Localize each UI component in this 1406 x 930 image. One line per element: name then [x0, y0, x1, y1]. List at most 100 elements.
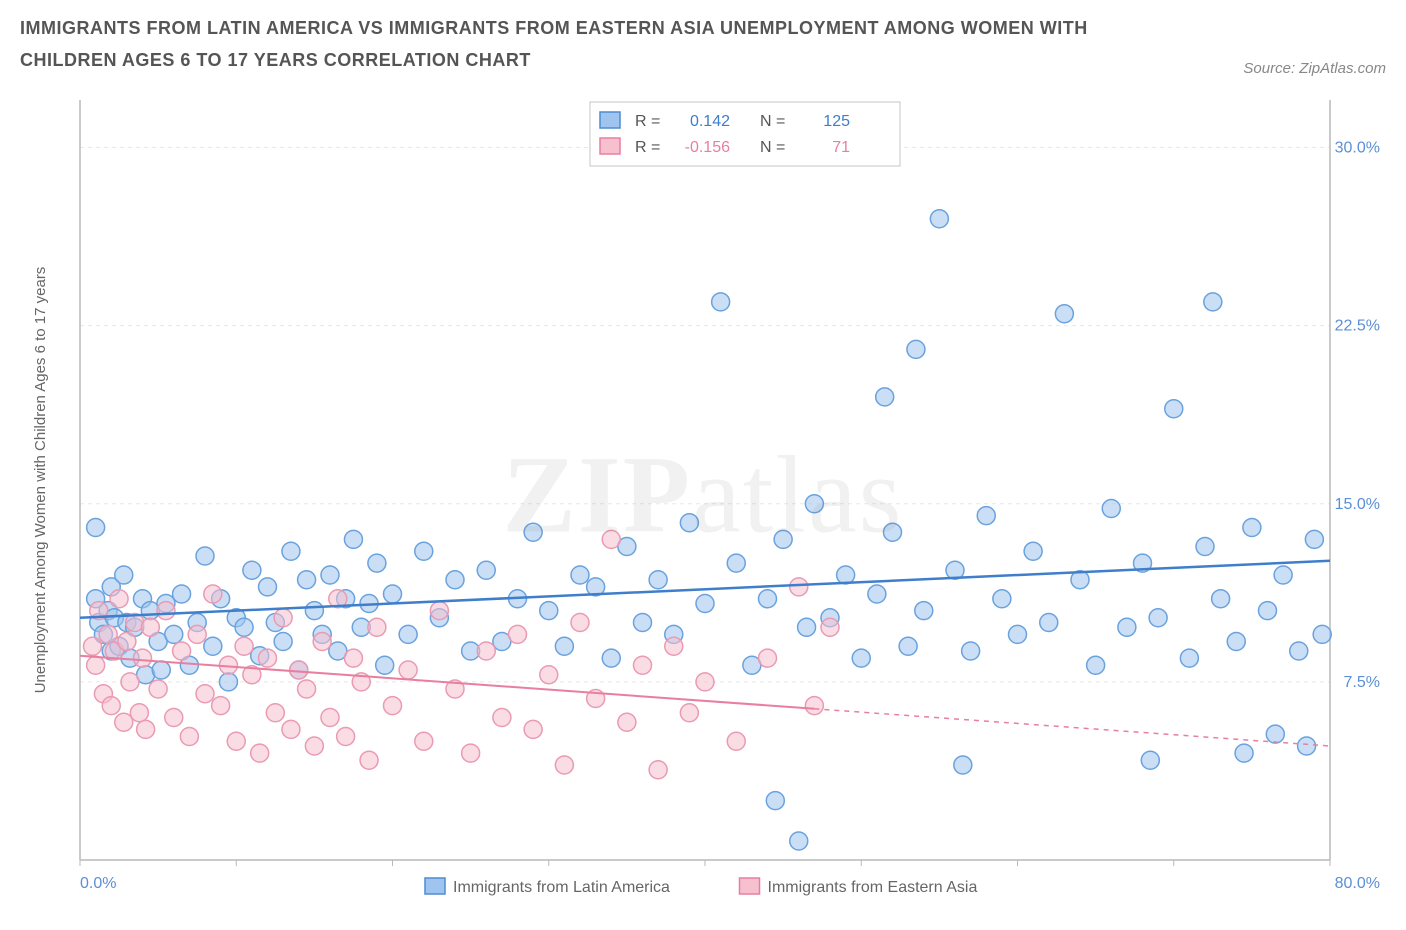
chart-title: IMMIGRANTS FROM LATIN AMERICA VS IMMIGRA… — [20, 12, 1120, 77]
data-point — [1305, 530, 1323, 548]
data-point — [446, 571, 464, 589]
legend-stat: N = — [760, 113, 785, 130]
data-point — [1180, 649, 1198, 667]
legend-stat: 125 — [823, 113, 850, 130]
data-point — [727, 554, 745, 572]
data-point — [321, 709, 339, 727]
data-point — [180, 728, 198, 746]
data-point — [649, 761, 667, 779]
data-point — [477, 642, 495, 660]
data-point — [634, 614, 652, 632]
data-point — [954, 756, 972, 774]
data-point — [188, 625, 206, 643]
legend-swatch — [600, 138, 620, 154]
data-point — [173, 642, 191, 660]
x-max-label: 80.0% — [1335, 875, 1380, 892]
data-point — [540, 666, 558, 684]
data-point — [1266, 725, 1284, 743]
data-point — [274, 633, 292, 651]
data-point — [571, 614, 589, 632]
data-point — [212, 697, 230, 715]
data-point — [962, 642, 980, 660]
data-point — [1196, 538, 1214, 556]
data-point — [1243, 519, 1261, 537]
legend-swatch — [425, 878, 445, 894]
data-point — [399, 625, 417, 643]
data-point — [884, 523, 902, 541]
data-point — [84, 637, 102, 655]
data-point — [313, 633, 331, 651]
data-point — [790, 578, 808, 596]
chart-container: ZIPatlas 7.5%15.0%22.5%30.0%0.0%80.0%Une… — [20, 90, 1386, 900]
data-point — [774, 530, 792, 548]
data-point — [876, 388, 894, 406]
data-point — [1235, 744, 1253, 762]
data-point — [977, 507, 995, 525]
legend-series-label: Immigrants from Eastern Asia — [768, 879, 978, 896]
legend-swatch — [740, 878, 760, 894]
data-point — [696, 595, 714, 613]
data-point — [196, 547, 214, 565]
data-point — [759, 649, 777, 667]
data-point — [1141, 751, 1159, 769]
data-point — [321, 566, 339, 584]
data-point — [727, 732, 745, 750]
legend-stat: R = — [635, 113, 660, 130]
data-point — [219, 673, 237, 691]
data-point — [759, 590, 777, 608]
data-point — [1313, 625, 1331, 643]
data-point — [821, 618, 839, 636]
data-point — [712, 293, 730, 311]
legend-stat: 71 — [832, 139, 850, 156]
data-point — [376, 656, 394, 674]
data-point — [805, 697, 823, 715]
data-point — [680, 704, 698, 722]
data-point — [149, 680, 167, 698]
data-point — [87, 519, 105, 537]
scatter-chart: 7.5%15.0%22.5%30.0%0.0%80.0%Unemployment… — [20, 90, 1386, 900]
data-point — [680, 514, 698, 532]
data-point — [524, 720, 542, 738]
data-point — [1204, 293, 1222, 311]
data-point — [121, 673, 139, 691]
data-point — [235, 637, 253, 655]
legend-stat: R = — [635, 139, 660, 156]
data-point — [1087, 656, 1105, 674]
data-point — [899, 637, 917, 655]
data-point — [266, 704, 284, 722]
data-point — [1009, 625, 1027, 643]
source-attribution: Source: ZipAtlas.com — [1243, 60, 1386, 77]
data-point — [852, 649, 870, 667]
data-point — [649, 571, 667, 589]
data-point — [141, 618, 159, 636]
data-point — [1290, 642, 1308, 660]
data-point — [102, 697, 120, 715]
data-point — [384, 697, 402, 715]
data-point — [115, 566, 133, 584]
data-point — [165, 625, 183, 643]
data-point — [634, 656, 652, 674]
data-point — [696, 673, 714, 691]
data-point — [130, 704, 148, 722]
data-point — [1227, 633, 1245, 651]
y-tick-label: 15.0% — [1335, 496, 1380, 513]
data-point — [993, 590, 1011, 608]
data-point — [344, 649, 362, 667]
legend-series-label: Immigrants from Latin America — [453, 879, 670, 896]
data-point — [1118, 618, 1136, 636]
data-point — [165, 709, 183, 727]
data-point — [243, 561, 261, 579]
data-point — [555, 637, 573, 655]
data-point — [337, 728, 355, 746]
data-point — [196, 685, 214, 703]
data-point — [790, 832, 808, 850]
data-point — [360, 751, 378, 769]
data-point — [152, 661, 170, 679]
data-point — [204, 637, 222, 655]
data-point — [1055, 305, 1073, 323]
data-point — [1149, 609, 1167, 627]
stats-legend-box — [590, 102, 900, 166]
data-point — [540, 602, 558, 620]
data-point — [1040, 614, 1058, 632]
trend-line-dashed — [814, 709, 1330, 746]
